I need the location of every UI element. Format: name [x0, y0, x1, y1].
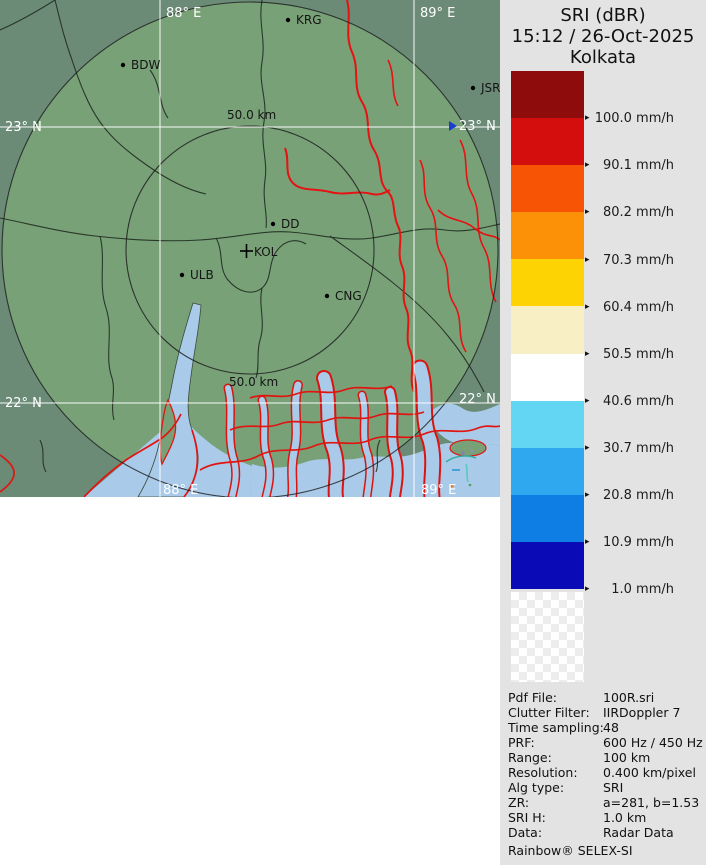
city-label: KOL — [254, 245, 278, 259]
land-inside-range — [2, 2, 498, 497]
legend-entry: ▸ 40.6 mm/h — [585, 393, 674, 409]
arrow-right-icon: ▸ — [585, 113, 590, 123]
metadata-block: Pdf File: 100R.sri Clutter Filter: IIRDopp… — [508, 690, 704, 858]
range-ring-label-bottom: 50.0 km — [229, 375, 278, 389]
legend-swatch — [511, 118, 584, 166]
legend-entry: ▸ 50.5 mm/h — [585, 346, 674, 362]
international-border — [284, 0, 415, 393]
graticule-lines — [0, 0, 500, 497]
radar-site-cross-icon — [240, 244, 253, 258]
district-borders — [0, 0, 500, 473]
metadata-row: ZR: a=281, b=1.53 — [508, 795, 700, 810]
city-label: JSR — [480, 81, 500, 95]
legend-swatch — [511, 212, 584, 260]
city-label: DD — [281, 217, 299, 231]
legend-swatch — [511, 400, 584, 448]
city-label: CNG — [335, 289, 362, 303]
metadata-row: Range: 100 km — [508, 750, 651, 765]
city-label: ULB — [190, 268, 214, 282]
legend-entry: ▸ 20.8 mm/h — [585, 487, 674, 503]
label-lon-89e-top: 89° E — [420, 6, 455, 21]
arrow-right-icon: ▸ — [585, 255, 590, 265]
range-rings — [1, 1, 499, 497]
legend-swatch — [511, 541, 584, 590]
info-panel: SRI (dBR) 15:12 / 26-Oct-2025 Kolkata ▸ 1… — [500, 0, 706, 865]
metadata-row: Data: Radar Data — [508, 825, 674, 840]
legend-swatch — [511, 353, 584, 401]
legend-color-scale — [511, 71, 584, 590]
city-marker-23n-icon — [449, 121, 457, 131]
metadata-row: Alg type: SRI — [508, 780, 624, 795]
arrow-right-icon: ▸ — [585, 537, 590, 547]
label-lat-23n-left: 23° N — [5, 120, 42, 135]
scan-datetime: 15:12 / 26-Oct-2025 — [511, 26, 695, 47]
arrow-right-icon: ▸ — [585, 302, 590, 312]
metadata-row: PRF: 600 Hz / 450 Hz — [508, 735, 703, 750]
legend-entry: ▸ 10.9 mm/h — [585, 534, 674, 550]
product-title: SRI (dBR) — [560, 5, 646, 26]
label-lon-88e-top: 88° E — [166, 6, 201, 21]
legend-entry: ▸ 1.0 mm/h — [585, 581, 674, 597]
city-markers: KRG BDW JSR DD KOL ULB CNG — [120, 13, 500, 303]
arrow-right-icon: ▸ — [585, 160, 590, 170]
legend-entry: ▸ 90.1 mm/h — [585, 157, 674, 173]
city-label: KRG — [296, 13, 322, 27]
legend-swatch — [511, 306, 584, 354]
legend-entry: ▸ 100.0 mm/h — [585, 110, 674, 126]
legend-swatch — [511, 259, 584, 307]
coordinate-labels: 88° E 89° E 23° N 23° N 22° N 22° N 88° … — [5, 6, 496, 497]
arrow-right-icon: ▸ — [585, 584, 590, 594]
label-lat-22n-left: 22° N — [5, 396, 42, 411]
delta-channels — [223, 359, 442, 497]
metadata-row: Pdf File: 100R.sri — [508, 690, 655, 705]
delta-mesh-red — [0, 385, 500, 497]
legend-swatch — [511, 494, 584, 542]
legend-swatch — [511, 165, 584, 213]
arrow-right-icon: ▸ — [585, 349, 590, 359]
legend-entry: ▸ 30.7 mm/h — [585, 440, 674, 456]
label-lat-23n-right: 23° N — [459, 119, 496, 134]
label-lat-22n-right: 22° N — [459, 392, 496, 407]
title-block: SRI (dBR) 15:12 / 26-Oct-2025 Kolkata — [500, 5, 706, 68]
arrow-right-icon: ▸ — [585, 396, 590, 406]
metadata-row: Clutter Filter: IIRDoppler 7 — [508, 705, 681, 720]
gulf-island — [449, 439, 487, 457]
metadata-row: Time sampling: 48 — [508, 720, 619, 735]
radar-site-name: Kolkata — [569, 47, 637, 68]
legend-swatch — [511, 71, 584, 119]
arrow-right-icon: ▸ — [585, 490, 590, 500]
label-lon-88e-bottom: 88° E — [163, 483, 198, 497]
legend-entry: ▸ 60.4 mm/h — [585, 299, 674, 315]
east-rivers-red — [387, 59, 500, 353]
legend-entry: ▸ 70.3 mm/h — [585, 252, 674, 268]
metadata-row: SRI H: 1.0 km — [508, 810, 647, 825]
legend-transparent-checker — [511, 592, 584, 682]
metadata-row: Resolution: 0.400 km/pixel — [508, 765, 696, 780]
range-ring-label-top: 50.0 km — [227, 108, 276, 122]
label-lon-89e-bottom: 89° E — [421, 483, 456, 497]
software-brand: Rainbow® SELEX-SI — [508, 843, 633, 858]
arrow-right-icon: ▸ — [585, 207, 590, 217]
radar-echoes — [445, 449, 477, 488]
radar-map: 88° E 89° E 23° N 23° N 22° N 22° N 88° … — [0, 0, 500, 497]
arrow-right-icon: ▸ — [585, 443, 590, 453]
legend-entry: ▸ 80.2 mm/h — [585, 204, 674, 220]
city-label: BDW — [131, 58, 160, 72]
legend-swatch — [511, 447, 584, 495]
